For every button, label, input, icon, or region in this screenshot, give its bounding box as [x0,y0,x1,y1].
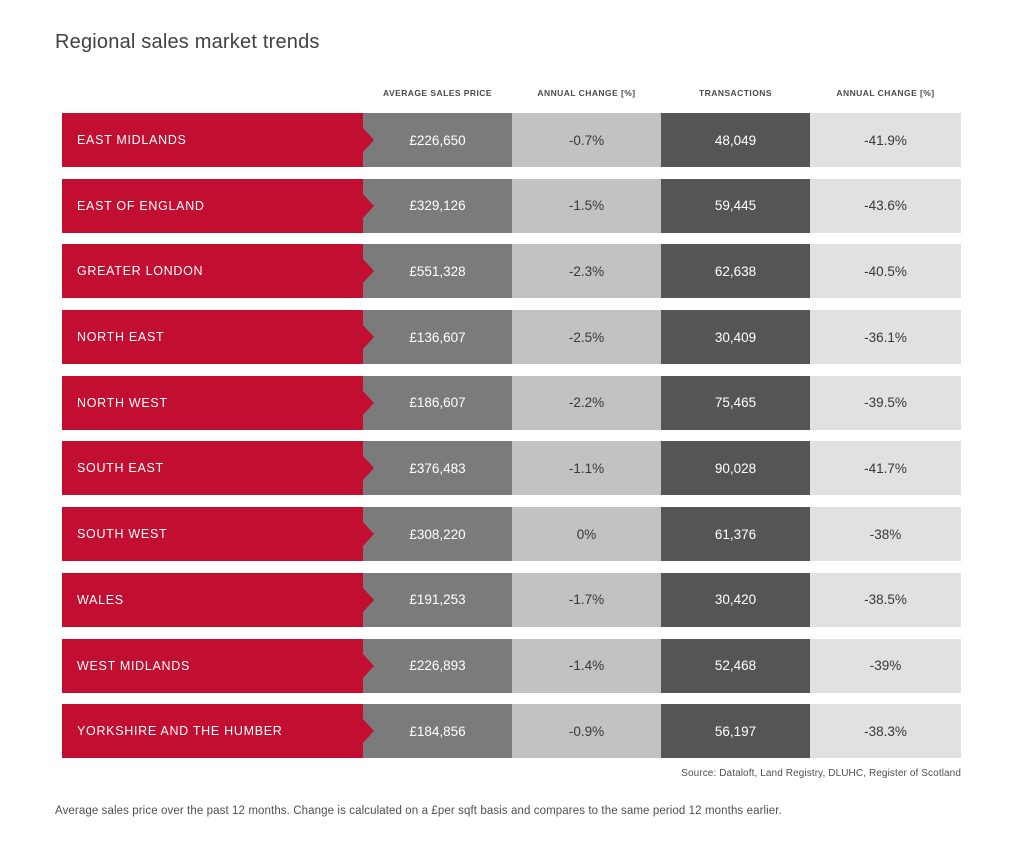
arrow-right-icon [362,258,374,285]
region-label: WALES [77,592,124,607]
price-annual-change-cell: -1.5% [512,178,661,233]
arrow-right-icon [362,389,374,416]
price-annual-change-cell: -0.9% [512,704,661,759]
price-annual-change-cell: -2.3% [512,244,661,299]
transactions-cell: 59,445 [661,178,810,233]
arrow-right-icon [362,324,374,351]
header-spacer [62,88,363,98]
table-row: SOUTH WEST £308,220 0% 61,376 -38% [62,507,961,562]
region-label: WEST MIDLANDS [77,658,191,673]
region-label-cell: EAST MIDLANDS [62,113,374,167]
region-label: SOUTH EAST [77,461,164,476]
price-annual-change-cell: 0% [512,507,661,562]
region-label: NORTH EAST [77,330,165,345]
table-row: GREATER LONDON £551,328 -2.3% 62,638 -40… [62,244,961,299]
column-header-transactions: TRANSACTIONS [699,88,772,98]
source-credit: Source: Dataloft, Land Registry, DLUHC, … [681,768,961,779]
price-annual-change-cell: -2.5% [512,310,661,365]
price-annual-change-cell: -1.1% [512,441,661,496]
table-row: NORTH WEST £186,607 -2.2% 75,465 -39.5% [62,375,961,430]
average-sales-price-cell: £186,607 [363,375,512,430]
transactions-annual-change-cell: -38% [810,507,961,562]
transactions-cell: 62,638 [661,244,810,299]
transactions-annual-change-cell: -41.7% [810,441,961,496]
arrow-right-icon [362,521,374,548]
region-label-cell: NORTH WEST [62,375,374,430]
average-sales-price-cell: £376,483 [363,441,512,496]
region-label: YORKSHIRE AND THE HUMBER [77,724,283,739]
region-label-cell: NORTH EAST [62,310,374,365]
arrow-right-icon [362,586,374,613]
transactions-annual-change-cell: -41.9% [810,113,961,167]
region-label-cell: EAST OF ENGLAND [62,178,374,233]
transactions-annual-change-cell: -38.3% [810,704,961,759]
table-row: EAST OF ENGLAND £329,126 -1.5% 59,445 -4… [62,178,961,233]
table-header-row: AVERAGE SALES PRICE ANNUAL CHANGE [%] TR… [62,88,961,98]
average-sales-price-cell: £191,253 [363,572,512,627]
price-annual-change-cell: -0.7% [512,113,661,167]
region-label-cell: GREATER LONDON [62,244,374,299]
column-header-annual-change-transactions: ANNUAL CHANGE [%] [836,88,935,98]
arrow-right-icon [362,718,374,745]
average-sales-price-cell: £329,126 [363,178,512,233]
column-header-annual-change-price: ANNUAL CHANGE [%] [537,88,636,98]
page-title: Regional sales market trends [55,31,320,53]
transactions-cell: 75,465 [661,375,810,430]
transactions-cell: 30,409 [661,310,810,365]
region-label-cell: SOUTH EAST [62,441,374,496]
arrow-right-icon [362,455,374,482]
average-sales-price-cell: £226,893 [363,638,512,693]
footnote: Average sales price over the past 12 mon… [55,805,782,817]
transactions-annual-change-cell: -38.5% [810,572,961,627]
arrow-right-icon [362,652,374,679]
transactions-annual-change-cell: -39.5% [810,375,961,430]
table-body: EAST MIDLANDS £226,650 -0.7% 48,049 -41.… [62,113,961,759]
table-row: EAST MIDLANDS £226,650 -0.7% 48,049 -41.… [62,113,961,167]
table-row: WALES £191,253 -1.7% 30,420 -38.5% [62,572,961,627]
transactions-cell: 90,028 [661,441,810,496]
region-label-cell: YORKSHIRE AND THE HUMBER [62,704,374,759]
average-sales-price-cell: £308,220 [363,507,512,562]
price-annual-change-cell: -2.2% [512,375,661,430]
transactions-cell: 61,376 [661,507,810,562]
arrow-right-icon [362,192,374,219]
transactions-cell: 48,049 [661,113,810,167]
arrow-right-icon [362,127,374,153]
average-sales-price-cell: £226,650 [363,113,512,167]
transactions-annual-change-cell: -39% [810,638,961,693]
transactions-cell: 30,420 [661,572,810,627]
table-row: WEST MIDLANDS £226,893 -1.4% 52,468 -39% [62,638,961,693]
average-sales-price-cell: £551,328 [363,244,512,299]
transactions-annual-change-cell: -36.1% [810,310,961,365]
transactions-cell: 56,197 [661,704,810,759]
price-annual-change-cell: -1.7% [512,572,661,627]
region-label: NORTH WEST [77,395,168,410]
transactions-cell: 52,468 [661,638,810,693]
region-label-cell: WEST MIDLANDS [62,638,374,693]
table-row: SOUTH EAST £376,483 -1.1% 90,028 -41.7% [62,441,961,496]
region-label: EAST MIDLANDS [77,133,187,147]
region-label: EAST OF ENGLAND [77,198,205,213]
transactions-annual-change-cell: -40.5% [810,244,961,299]
region-label-cell: SOUTH WEST [62,507,374,562]
region-label: SOUTH WEST [77,527,168,542]
region-label-cell: WALES [62,572,374,627]
average-sales-price-cell: £184,856 [363,704,512,759]
region-label: GREATER LONDON [77,264,204,279]
table-row: NORTH EAST £136,607 -2.5% 30,409 -36.1% [62,310,961,365]
table-row: YORKSHIRE AND THE HUMBER £184,856 -0.9% … [62,704,961,759]
average-sales-price-cell: £136,607 [363,310,512,365]
transactions-annual-change-cell: -43.6% [810,178,961,233]
price-annual-change-cell: -1.4% [512,638,661,693]
column-header-average-sales-price: AVERAGE SALES PRICE [383,88,492,98]
